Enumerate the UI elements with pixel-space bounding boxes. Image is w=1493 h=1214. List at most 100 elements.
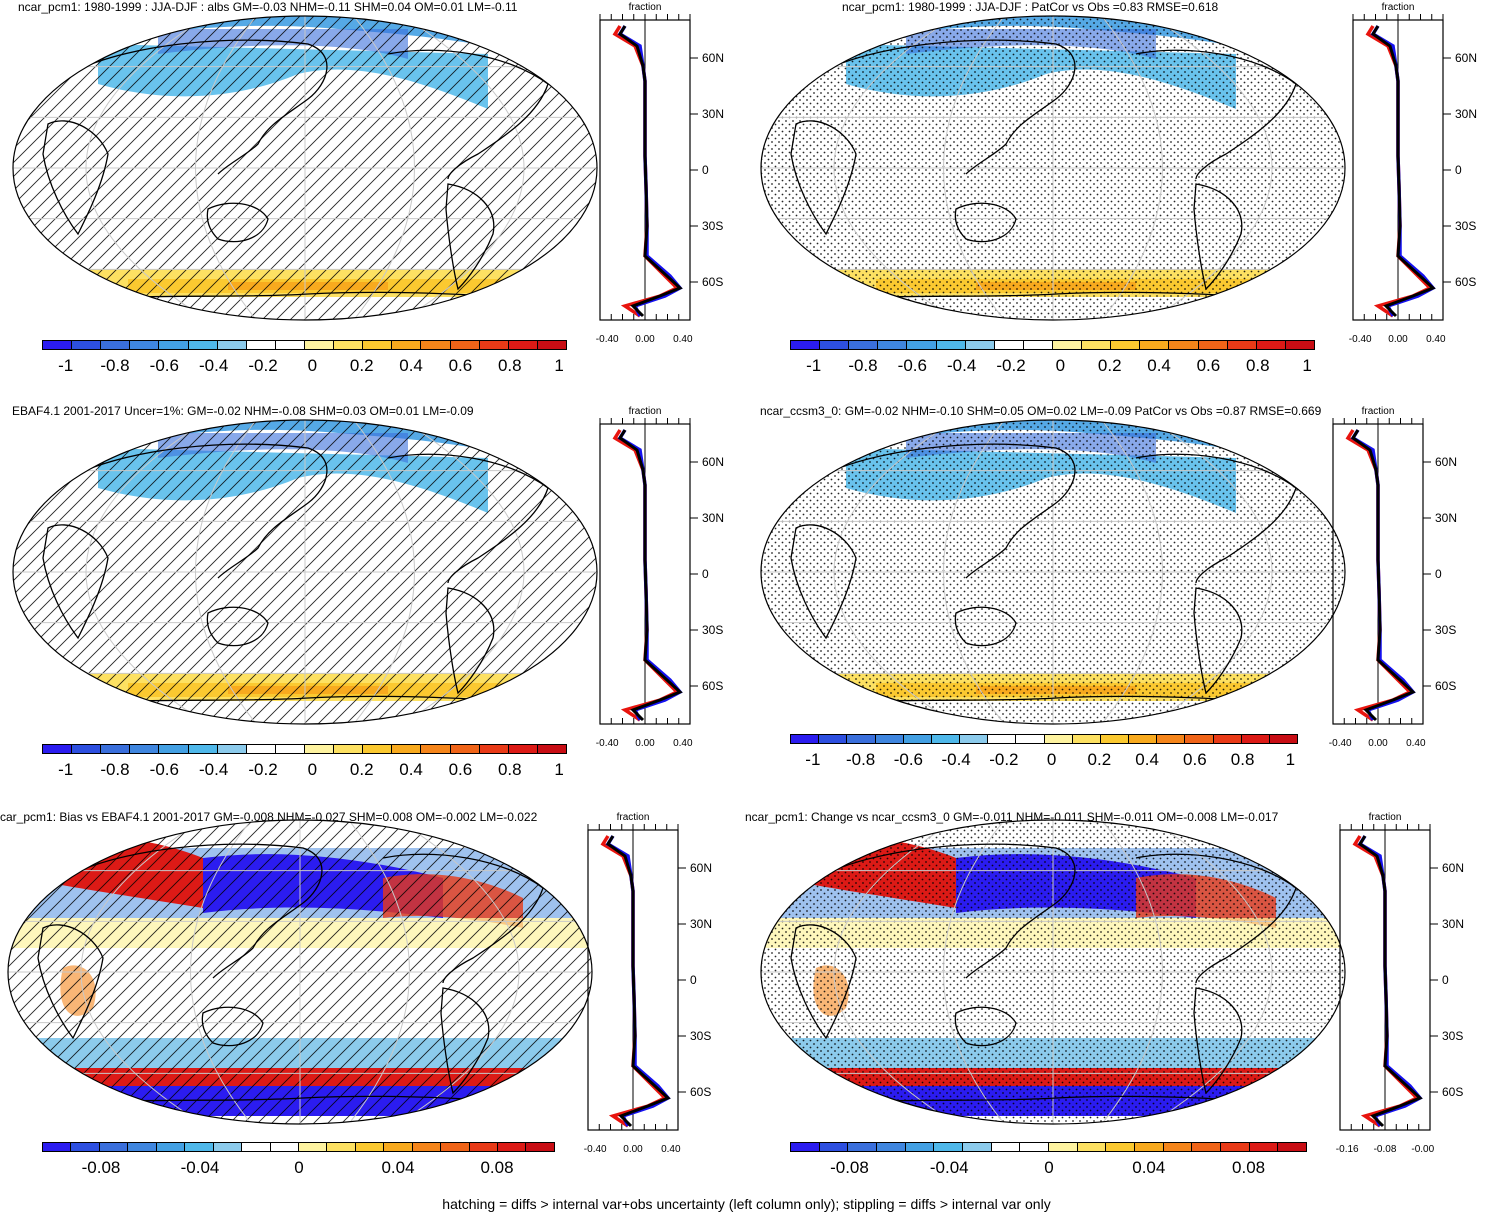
colorbar-swatch — [130, 341, 160, 349]
lat-label: 60N — [1442, 861, 1464, 875]
colorbar-tick-label: -0.4 — [199, 356, 229, 375]
colorbar-swatch — [1213, 735, 1242, 743]
lat-label: 60S — [1442, 1085, 1463, 1099]
panel-title: ncar_ccsm3_0: GM=-0.02 NHM=-0.10 SHM=0.0… — [760, 404, 1322, 418]
colorbar-swatch — [878, 341, 908, 349]
colorbar-swatch — [469, 1143, 498, 1151]
profile-x-label: 0.00 — [635, 334, 655, 345]
lat-label: 30N — [1435, 511, 1457, 525]
colorbar-swatch — [355, 1143, 385, 1151]
lat-label: 30S — [702, 219, 723, 233]
colorbar-swatch — [275, 341, 305, 349]
lat-label: 60N — [1455, 51, 1477, 65]
colorbar-swatch — [994, 341, 1024, 349]
colorbar-tick-label: -0.4 — [947, 356, 977, 375]
map-field — [761, 16, 1345, 320]
colorbar-swatch — [934, 1143, 964, 1151]
colorbar-tick-label: 0 — [1046, 750, 1057, 769]
map-plot — [12, 15, 598, 321]
colorbar-swatch — [537, 341, 566, 349]
colorbar-labels: -0.08 -0.04 0 0.04 0.08 — [790, 1158, 1307, 1178]
colorbar-swatch — [270, 1143, 299, 1151]
zonal-profile: fraction 60N 30N 0 30S 60S -0.40 0.00 0.40 — [596, 2, 724, 345]
profile-line-obs — [1350, 429, 1416, 721]
colorbar-tick-label: 0.4 — [1147, 356, 1171, 375]
colorbar-swatch — [1185, 735, 1214, 743]
map-plot — [760, 819, 1346, 1125]
profile-line-ref — [617, 25, 683, 318]
colorbar-swatch — [1140, 341, 1170, 349]
colorbar-tick-label: 0.08 — [1232, 1158, 1266, 1177]
colorbar-swatch — [988, 735, 1017, 743]
colorbar-swatch — [1044, 735, 1073, 743]
colorbar-swatch — [1082, 341, 1112, 349]
colorbar-swatch — [791, 341, 821, 349]
colorbar-swatch — [441, 1143, 470, 1151]
profile-x-label: 0.40 — [673, 738, 693, 749]
panel-title: ncar_pcm1: 1980-1999 : JJA-DJF : PatCor … — [842, 0, 1219, 14]
map-plot — [12, 419, 598, 725]
colorbar-swatch — [101, 745, 131, 753]
colorbar-swatch — [1020, 1143, 1050, 1151]
colorbar-swatch — [875, 735, 904, 743]
colorbar-swatch — [1163, 1143, 1193, 1151]
colorbar-swatch — [1100, 735, 1130, 743]
colorbar-tick-label: 0.6 — [448, 760, 473, 779]
colorbar-swatch — [819, 735, 848, 743]
colorbar-tick-label: -0.08 — [830, 1158, 869, 1177]
colorbar-swatch — [242, 1143, 271, 1151]
colorbar-tick-label: 0.2 — [349, 760, 374, 779]
lat-label: 0 — [702, 163, 709, 177]
graticule — [13, 420, 597, 724]
colorbar-swatch — [1241, 735, 1270, 743]
profile-line-ref — [605, 835, 671, 1128]
lat-label: 60S — [702, 275, 723, 289]
colorbar-tick-label: 0.4 — [1135, 750, 1159, 769]
colorbar-swatch — [907, 341, 937, 349]
lat-label: 30N — [1455, 107, 1477, 121]
colorbar-tick-label: -0.8 — [100, 760, 130, 779]
colorbar-tick-label: -0.04 — [929, 1158, 969, 1177]
colorbar-tick-label: 0 — [307, 760, 318, 779]
lat-label: 30S — [1455, 219, 1476, 233]
map-field — [8, 820, 592, 1124]
colorbar-tick-label: 0 — [1055, 356, 1066, 375]
profile-x-label: 0.00 — [635, 738, 655, 749]
colorbar-tick-label: 0.8 — [497, 760, 522, 779]
colorbar-swatch — [363, 341, 393, 349]
colorbar-swatch — [849, 341, 879, 349]
colorbar — [790, 340, 1315, 350]
profile-line-ref — [617, 429, 683, 722]
zonal-profile: fraction 60N 30N 0 30S 60S -0.40 0.00 0.40 — [584, 812, 712, 1155]
colorbar-swatch — [99, 1143, 129, 1151]
lat-label: 0 — [1455, 163, 1462, 177]
colorbar-tick-label: 0.8 — [1230, 750, 1255, 769]
colorbar-tick-label: 0.2 — [1087, 750, 1112, 769]
colorbar-swatch — [877, 1143, 906, 1151]
colorbar-swatch — [217, 745, 247, 753]
profile-x-label: 0.40 — [1406, 738, 1426, 749]
zonal-profile: fraction 60N 30N 0 30S 60S -0.40 0.00 0.40 — [1349, 2, 1477, 345]
colorbar-swatch — [1227, 341, 1257, 349]
colorbar-tick-label: -0.2 — [989, 750, 1019, 769]
lat-label: 60N — [690, 861, 712, 875]
profile-x-label: -0.40 — [596, 738, 619, 749]
profile-x-label: -0.40 — [1349, 334, 1372, 345]
colorbar-swatch — [159, 341, 189, 349]
colorbar-swatch — [384, 1143, 413, 1151]
graticule — [761, 820, 1345, 1124]
colorbar-tick-label: -1 — [806, 356, 822, 375]
colorbar-tick-label: -0.04 — [180, 1158, 220, 1177]
profile-x-label: 0.40 — [673, 334, 693, 345]
zonal-profile: fraction 60N 30N 0 30S 60S -0.40 0.00 0.40 — [596, 406, 724, 749]
colorbar-swatch — [217, 341, 247, 349]
lat-label: 30N — [702, 107, 724, 121]
colorbar — [42, 340, 567, 350]
lat-label: 60S — [1435, 679, 1456, 693]
profile-x-label: -0.40 — [1329, 738, 1352, 749]
profile-line-obs — [605, 835, 671, 1127]
profile-x-label: -0.40 — [584, 1144, 607, 1155]
colorbar-tick-label: -0.8 — [845, 750, 876, 769]
colorbar-swatch — [188, 341, 218, 349]
map-outline — [760, 419, 1346, 725]
